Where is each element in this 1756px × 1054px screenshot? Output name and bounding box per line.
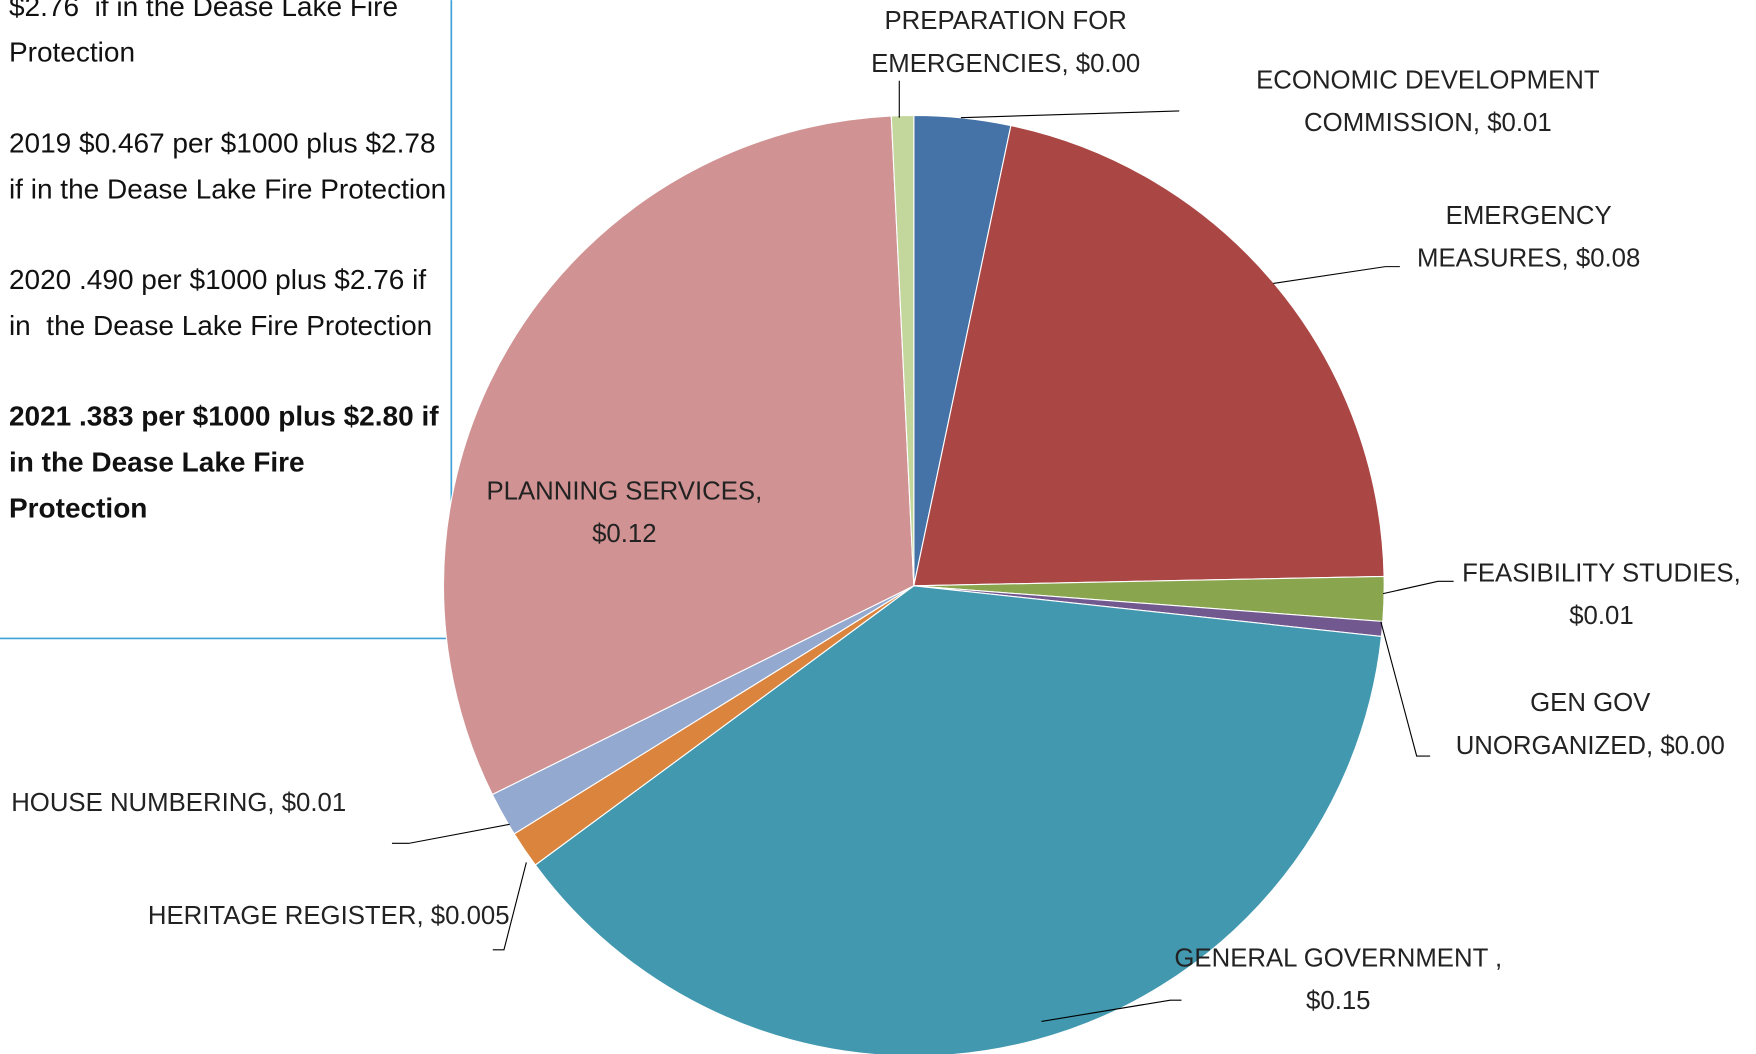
note-paragraph: 2019 $0.467 per $1000 plus $2.78 if in t…: [8, 127, 447, 205]
leader-line: [391, 823, 510, 844]
data-label: GEN GOV UNORGANIZED$0.00: [1428, 681, 1753, 766]
pie-slice: [534, 585, 1383, 1054]
note-paragraph: $2.76 if in the Dease Lake Fire Protecti…: [8, 0, 406, 69]
pie: [442, 114, 1385, 1054]
pie-slice: [913, 124, 1385, 587]
data-label: PREPARATION FOR EMERGENCIES$0.00: [838, 0, 1174, 84]
data-label: GENERAL GOVERNMENT $0.15: [1165, 936, 1512, 1021]
data-label-box: GEN GOV UNORGANIZED$0.00: [1428, 681, 1753, 766]
label-value: $0.01: [1569, 600, 1634, 630]
label-category: ECONOMIC DEVELOPMENT COMMISSION: [1256, 65, 1607, 137]
data-label: PLANNING SERVICES $0.12: [454, 469, 796, 554]
note-paragraph: 2021 .383 per $1000 plus $2.80 if in the…: [8, 401, 447, 524]
pie-slice: [890, 114, 915, 586]
data-label-box: EMERGENCY MEASURES$0.08: [1377, 194, 1679, 279]
data-label: EMERGENCY MEASURES$0.08: [1377, 194, 1679, 279]
label-value: $0.01: [281, 787, 347, 817]
label-category: PLANNING SERVICES: [486, 476, 769, 505]
data-label-box: PREPARATION FOR EMERGENCIES$0.00: [838, 0, 1174, 84]
note-paragraph: 2020 .490 per $1000 plus $2.76 if in the…: [8, 264, 434, 342]
leader-line: [1382, 580, 1454, 595]
label-value: $0.00: [1660, 730, 1725, 760]
label-category: FEASIBILITY STUDIES: [1462, 558, 1748, 587]
data-label: HERITAGE REGISTER$0.005: [67, 894, 510, 937]
data-label-box: HERITAGE REGISTER$0.005: [67, 894, 510, 937]
leader-line: [1273, 266, 1400, 284]
label-value: $0.15: [1306, 985, 1371, 1015]
data-label: HOUSE NUMBERING$0.01: [11, 781, 459, 824]
leader-line: [960, 110, 1180, 119]
label-value: $0.12: [592, 518, 657, 548]
labels: ECONOMIC DEVELOPMENT COMMISSION$0.01EMER…: [11, 0, 1756, 1022]
label-value: $0.01: [1487, 107, 1552, 137]
label-value: $0.00: [1075, 48, 1141, 78]
label-category: HOUSE NUMBERING: [11, 787, 281, 816]
label-category: GENERAL GOVERNMENT: [1174, 943, 1509, 972]
data-label-box: HOUSE NUMBERING$0.01: [11, 781, 459, 824]
data-label-box: FEASIBILITY STUDIES $0.01: [1445, 551, 1756, 636]
label-category: HERITAGE REGISTER: [148, 900, 431, 929]
pie-slice: [442, 115, 915, 796]
leader-line: [1041, 999, 1182, 1022]
data-label-box: PLANNING SERVICES $0.12: [454, 469, 796, 554]
leader-line: [492, 862, 527, 951]
data-label-box: ECONOMIC DEVELOPMENT COMMISSION$0.01: [1232, 58, 1624, 143]
notes: $2.76 if in the Dease Lake Fire Protecti…: [0, 0, 448, 531]
label-category: GEN GOV UNORGANIZED: [1456, 688, 1661, 760]
label-value: $0.08: [1575, 243, 1641, 273]
data-label: ECONOMIC DEVELOPMENT COMMISSION$0.01: [1232, 58, 1624, 143]
data-label: FEASIBILITY STUDIES $0.01: [1445, 551, 1756, 636]
leader-line: [1380, 621, 1431, 757]
data-label-box: GENERAL GOVERNMENT $0.15: [1165, 936, 1512, 1021]
label-value: $0.005: [430, 900, 510, 930]
note-box: $2.76 if in the Dease Lake Fire Protecti…: [0, 0, 448, 531]
